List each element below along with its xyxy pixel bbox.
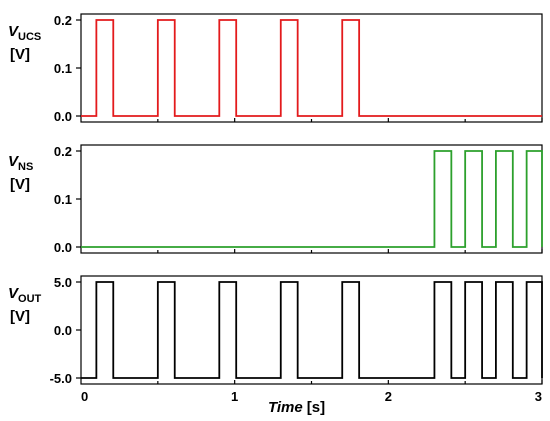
panel-ns-frame — [80, 144, 543, 254]
ucs-ytick-label: 0.1 — [54, 61, 72, 76]
xtick-label: 2 — [385, 389, 392, 404]
ns-ylabel-unit: [V] — [10, 176, 30, 193]
signal-layer — [81, 19, 543, 379]
out-ytick-label: 0.0 — [54, 323, 72, 338]
out-ytick-label: -5.0 — [50, 371, 72, 386]
out-signal-line — [81, 281, 543, 379]
out-ytick-label: 5.0 — [54, 275, 72, 290]
ns-ytick-label: 0.1 — [54, 192, 72, 207]
ns-signal-line — [81, 150, 543, 248]
ns-ytick-label: 0.0 — [54, 240, 72, 255]
ucs-ytick-label: 0.2 — [54, 13, 72, 28]
xtick-label: 0 — [81, 389, 88, 404]
ucs-signal-line — [81, 19, 542, 117]
ucs-ylabel: VUCS — [8, 23, 41, 43]
panel-out-frame — [80, 275, 543, 385]
ucs-ytick-label: 0.0 — [54, 109, 72, 124]
ns-ylabel: VNS — [8, 153, 33, 173]
xtick-label: 3 — [535, 389, 542, 404]
panel-ucs-frame — [80, 13, 543, 123]
out-ylabel-unit: [V] — [10, 308, 30, 325]
ns-ytick-label: 0.2 — [54, 144, 72, 159]
x-axis-label: Time [s] — [268, 399, 325, 416]
xtick-label: 1 — [231, 389, 238, 404]
out-ylabel: VOUT — [8, 285, 42, 305]
tick-layer: 0.0 0.1 0.2 0.0 0.1 0.2 -5.0 0.0 5.0 0 1 2 3 — [50, 13, 543, 404]
ucs-ylabel-unit: [V] — [10, 46, 30, 63]
